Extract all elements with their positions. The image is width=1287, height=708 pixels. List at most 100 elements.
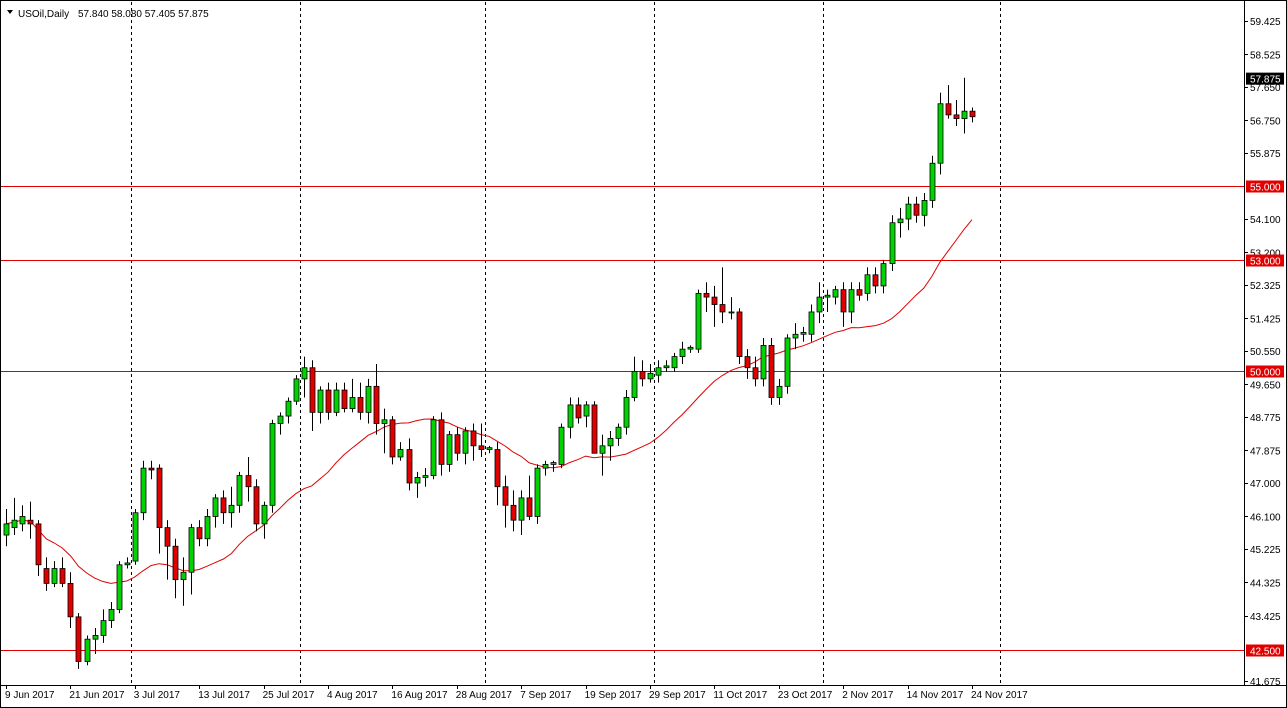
time-tick-label: 13 Jul 2017 <box>198 690 250 701</box>
candle-bull <box>848 289 855 313</box>
candle-bull <box>11 519 18 529</box>
candle-bear <box>67 582 74 618</box>
time-tick-label: 3 Jul 2017 <box>134 690 181 701</box>
time-tick-label: 28 Aug 2017 <box>456 690 513 701</box>
time-tick-label: 23 Oct 2017 <box>778 690 833 701</box>
price-tick-label: 45.225 <box>1250 545 1281 556</box>
candle-bear <box>502 486 509 506</box>
price-tick-label: 57.650 <box>1250 83 1281 94</box>
level-tag-label: 53.000 <box>1250 257 1281 268</box>
price-tick-label: 54.100 <box>1250 215 1281 226</box>
level-tag <box>1246 365 1284 378</box>
candle-bull <box>381 419 388 424</box>
candle-bear <box>736 311 743 357</box>
candle-bear <box>840 289 847 313</box>
candle-bear <box>953 114 960 120</box>
time-axis: 9 Jun 2017 21 Jun 2017 3 Jul 2017 13 Jul 20… <box>5 685 1028 701</box>
candle-bear <box>341 389 348 410</box>
candle-bear <box>148 467 155 471</box>
candle-bull <box>132 512 139 562</box>
level-tag-label: 50.000 <box>1250 368 1281 379</box>
time-tick-label: 7 Sep 2017 <box>520 690 572 701</box>
chart-header: USOil,Daily 57.840 58.080 57.405 57.875 <box>7 9 209 20</box>
candle-bear <box>156 467 163 529</box>
candle-bear <box>470 430 477 447</box>
candle-bull <box>124 562 131 566</box>
price-tick-label: 49.650 <box>1250 380 1281 391</box>
candle-bull <box>905 203 912 220</box>
candle-bear <box>856 289 863 296</box>
candle-bull <box>188 527 195 573</box>
candle-bull <box>816 296 823 313</box>
candle-bull <box>687 346 694 350</box>
candle-bear <box>325 389 332 413</box>
triangle-down-icon[interactable] <box>7 10 13 14</box>
candle-bull <box>397 449 404 458</box>
candle-bear <box>945 103 952 116</box>
candle-bear <box>703 292 710 298</box>
candle-bull <box>864 274 871 294</box>
candle-bull <box>607 437 614 447</box>
candle-bear <box>389 419 396 458</box>
candle-bull <box>897 218 904 224</box>
symbol-label: USOil,Daily <box>18 9 69 20</box>
candle-bear <box>872 274 879 287</box>
candle-bull <box>679 348 686 357</box>
last-price-tag <box>1246 72 1284 85</box>
candle-bull <box>3 523 10 536</box>
candle-bull <box>599 445 606 454</box>
candle-bull <box>792 333 799 339</box>
candle-bull <box>615 426 622 439</box>
candle-bear <box>969 110 976 118</box>
candle-bull <box>108 609 115 621</box>
time-tick-label: 21 Jun 2017 <box>69 690 124 701</box>
candle-bull <box>929 162 936 201</box>
price-tick-label: 47.000 <box>1250 479 1281 490</box>
candle-bull <box>558 426 565 465</box>
candle-bear <box>253 486 260 525</box>
horizontal-levels <box>0 186 1244 651</box>
candle-bull <box>808 311 815 335</box>
candle-bull <box>84 638 91 662</box>
candle-bull <box>261 504 268 525</box>
candle-bull <box>92 635 99 640</box>
candle-bull <box>422 475 429 478</box>
candle-bull <box>542 464 549 469</box>
candle-bear <box>526 497 533 517</box>
candle-bear <box>575 404 582 419</box>
candle-bull <box>317 389 324 413</box>
candle-bull <box>180 571 187 581</box>
price-tags: 55.000 53.000 50.000 42.500 57.875 <box>1246 72 1284 658</box>
candle-bear <box>357 397 364 413</box>
candle-bear <box>768 345 775 398</box>
price-tick-label: 59.425 <box>1250 17 1281 28</box>
candle-bull <box>51 568 58 584</box>
candle-bull <box>204 516 211 540</box>
candle-bull <box>880 263 887 287</box>
candle-bull <box>534 467 541 517</box>
candle-bear <box>245 475 252 488</box>
candles <box>3 77 976 669</box>
candle-bull <box>430 419 437 476</box>
candle-bear <box>406 449 413 484</box>
candle-bull <box>663 365 670 369</box>
price-tick-label: 55.875 <box>1250 149 1281 160</box>
ohlc-readout: 57.840 58.080 57.405 57.875 <box>78 9 209 20</box>
price-tick-label: 53.200 <box>1250 248 1281 259</box>
time-tick-label: 11 Oct 2017 <box>713 690 767 701</box>
price-tick-label: 52.325 <box>1250 281 1281 292</box>
candle-bear <box>591 404 598 454</box>
time-tick-label: 16 Aug 2017 <box>391 690 448 701</box>
candle-bull <box>655 367 662 376</box>
price-tick-label: 41.675 <box>1250 677 1281 688</box>
candle-bull <box>889 222 896 265</box>
price-tick-label: 46.100 <box>1250 512 1281 523</box>
candle-bull <box>100 620 107 636</box>
candle-bull <box>647 372 654 380</box>
candle-bull <box>301 367 308 380</box>
candle-bull <box>824 294 831 298</box>
price-tick-label: 50.550 <box>1250 347 1281 358</box>
candle-bull <box>784 337 791 387</box>
